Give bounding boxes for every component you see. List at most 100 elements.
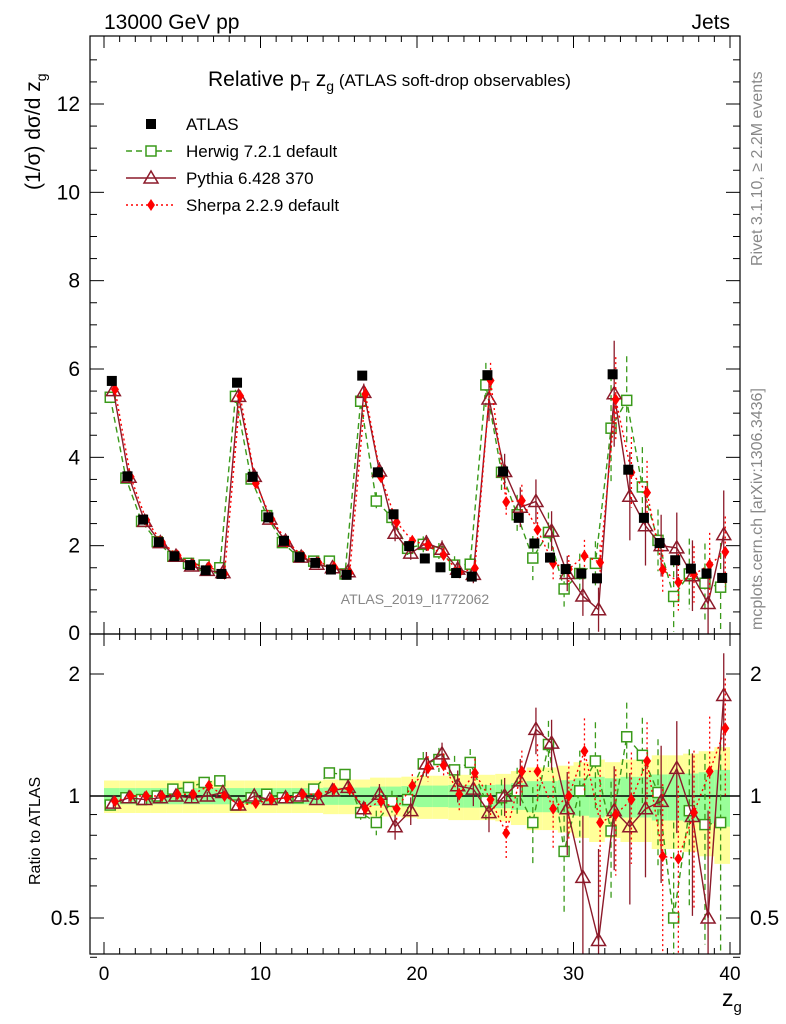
sherpa-point [517, 494, 526, 507]
atlas-point [372, 467, 383, 478]
sherpa-ratio-point [142, 790, 151, 802]
sherpa-ratio-point [189, 788, 198, 801]
atlas-point [435, 562, 446, 573]
sherpa-ratio-point [408, 779, 417, 792]
y-tick-label: 10 [57, 181, 80, 204]
ratio-band-inner [620, 776, 637, 818]
sherpa-ratio-point [439, 759, 448, 772]
pythia-ratio-point [699, 909, 717, 924]
pythia-ratio-point [652, 792, 670, 808]
pythia-point [402, 544, 420, 559]
herwig-main-line [109, 384, 721, 599]
ratio-tick-label-right: 2 [750, 663, 762, 686]
herwig-ratio-point [182, 781, 195, 794]
sherpa-ratio-point [580, 745, 589, 758]
herwig-ratio-point [714, 816, 727, 829]
herwig-ratio-point [558, 845, 570, 858]
sherpa-ratio-point [690, 806, 699, 819]
atlas-point [498, 466, 509, 477]
herwig-ratio-point [214, 775, 226, 787]
ratio-band-inner [714, 769, 730, 827]
x-tick-label: 20 [406, 964, 427, 985]
y-tick-label: 4 [68, 446, 80, 469]
sherpa-ratio-point [267, 793, 276, 806]
sherpa-ratio-point [627, 793, 636, 806]
pythia-ratio-point [621, 818, 639, 833]
pythia-ratio-point [668, 759, 686, 775]
pythia-point [590, 601, 607, 616]
sherpa-ratio-point [298, 788, 307, 801]
atlas-point [357, 370, 368, 381]
sherpa-ratio-point [517, 765, 526, 778]
mcplots-label: mcplots.cern.ch [arXiv:1306.3436] [749, 388, 766, 630]
herwig-ratio-point [464, 756, 476, 769]
herwig-ratio-point [495, 792, 508, 804]
sherpa-point [502, 495, 511, 508]
chart-title: Relative pT zg (ATLAS soft-drop observab… [208, 68, 571, 94]
herwig-point [620, 394, 633, 407]
atlas-point [623, 464, 634, 475]
x-tick-label: 0 [99, 964, 110, 985]
atlas-point [607, 369, 618, 380]
sherpa-ratio-point [658, 850, 667, 863]
herwig-ratio-point [589, 755, 602, 767]
pythia-point [480, 390, 498, 405]
herwig-point [714, 581, 727, 593]
pythia-ratio-point [511, 772, 529, 787]
atlas-point [670, 555, 681, 566]
atlas-point [513, 512, 524, 523]
pythia-ratio-point [527, 720, 545, 736]
ratio-band-inner [667, 774, 684, 821]
sherpa-point [439, 548, 448, 561]
herwig-ratio-point [339, 768, 351, 781]
legend-marker-sherpa [147, 199, 155, 211]
atlas-point [545, 552, 556, 563]
sherpa-point [674, 576, 683, 589]
herwig-ratio-point [323, 767, 336, 779]
sherpa-point [423, 539, 432, 552]
legend-label-pythia: Pythia 6.428 370 [186, 169, 314, 188]
ratio-plot-marks [104, 653, 733, 954]
atlas-point [654, 538, 665, 549]
atlas-point [638, 512, 649, 523]
atlas-point [576, 568, 587, 579]
sherpa-ratio-line [114, 727, 726, 860]
sherpa-ratio-point [533, 765, 542, 778]
header-left: 13000 GeV pp [104, 11, 239, 34]
herwig-ratio-point [386, 795, 398, 808]
sherpa-ratio-point [283, 791, 292, 804]
y-tick-label: 8 [68, 270, 80, 293]
herwig-ratio-point [370, 816, 383, 829]
sherpa-ratio-point [470, 766, 479, 779]
atlas-point [278, 535, 289, 546]
ratio-tick-label-right: 1 [750, 785, 762, 808]
atlas-point [404, 541, 415, 552]
legend-marker-atlas [146, 119, 156, 129]
y-tick-label: 6 [68, 358, 80, 381]
sherpa-ratio-point [361, 802, 370, 815]
pythia-point [543, 522, 560, 537]
legend-label-herwig: Herwig 7.2.1 default [186, 142, 337, 161]
herwig-point [527, 552, 539, 564]
sherpa-ratio-point [596, 816, 605, 829]
sherpa-ratio-point [126, 790, 135, 802]
herwig-point [542, 526, 555, 539]
pythia-ratio-point [465, 780, 482, 795]
legend-label-atlas: ATLAS [186, 115, 239, 134]
herwig-point [667, 590, 680, 603]
herwig-ratio-point [699, 818, 711, 831]
herwig-ratio-point [667, 912, 680, 924]
pythia-point [637, 517, 654, 532]
ratio-frame [89, 633, 741, 955]
pythia-ratio-point [402, 802, 420, 817]
ratio-band-inner [589, 776, 605, 818]
sherpa-ratio-point [721, 722, 730, 735]
pythia-point [511, 498, 529, 513]
sherpa-ratio-point [455, 788, 464, 801]
atlas-point [388, 509, 399, 520]
atlas-point [451, 568, 462, 579]
herwig-ratio-point [636, 749, 649, 762]
herwig-ratio-line [109, 735, 721, 919]
sherpa-ratio-point [611, 808, 620, 821]
